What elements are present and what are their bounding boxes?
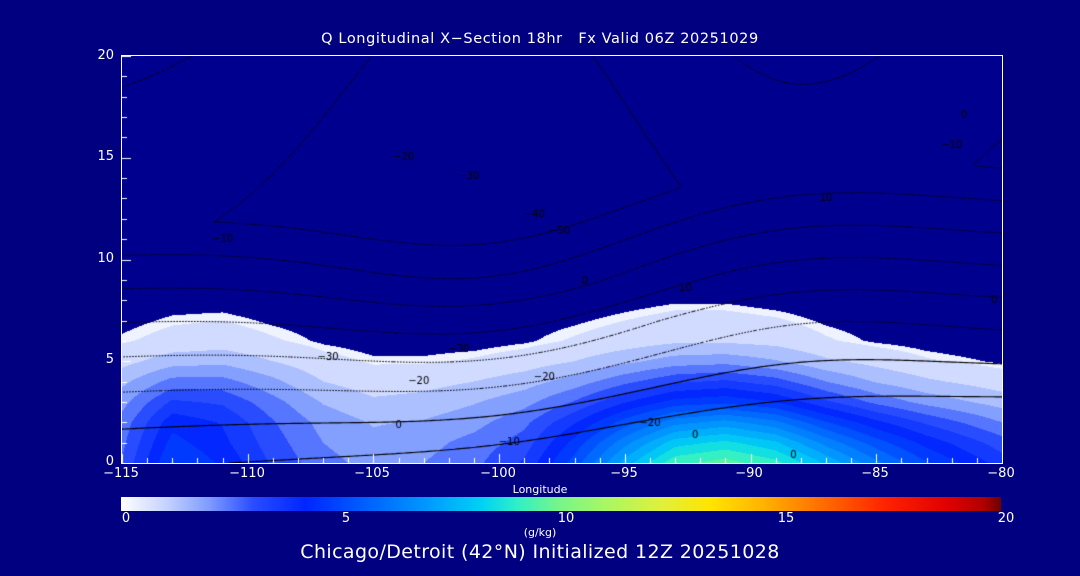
colorbar-units-label: (g/kg): [523, 526, 557, 539]
colorbar-tick-label: 15: [777, 511, 795, 526]
colorbar-gradient: [121, 497, 1001, 511]
x-tick-label: −110: [229, 466, 265, 481]
colorbar-tick-label: 10: [557, 511, 575, 526]
y-tick-label: 15: [97, 149, 114, 164]
x-tick-label: −85: [861, 466, 889, 481]
x-tick-label: −105: [354, 466, 390, 481]
x-axis-label: Longitude: [512, 483, 568, 496]
colorbar-tick-label: 0: [121, 511, 131, 526]
y-tick-label: 20: [97, 48, 114, 63]
colorbar: [121, 497, 1001, 511]
page-title: Q Longitudinal X−Section 18hr Fx Valid 0…: [321, 31, 759, 47]
plot-area: [121, 55, 1003, 464]
colorbar-tick-label: 20: [997, 511, 1015, 526]
y-tick-label: 0: [105, 454, 114, 469]
x-tick-label: −80: [987, 466, 1015, 481]
y-tick-label: 5: [105, 352, 114, 367]
x-tick-label: −95: [610, 466, 638, 481]
x-tick-label: −115: [103, 466, 139, 481]
y-tick-label: 10: [97, 251, 114, 266]
x-tick-label: −100: [480, 466, 516, 481]
x-tick-label: −90: [735, 466, 763, 481]
cross-section-canvas: [122, 56, 1002, 463]
footer-caption: Chicago/Detroit (42°N) Initialized 12Z 2…: [300, 541, 780, 563]
colorbar-tick-label: 5: [341, 511, 351, 526]
